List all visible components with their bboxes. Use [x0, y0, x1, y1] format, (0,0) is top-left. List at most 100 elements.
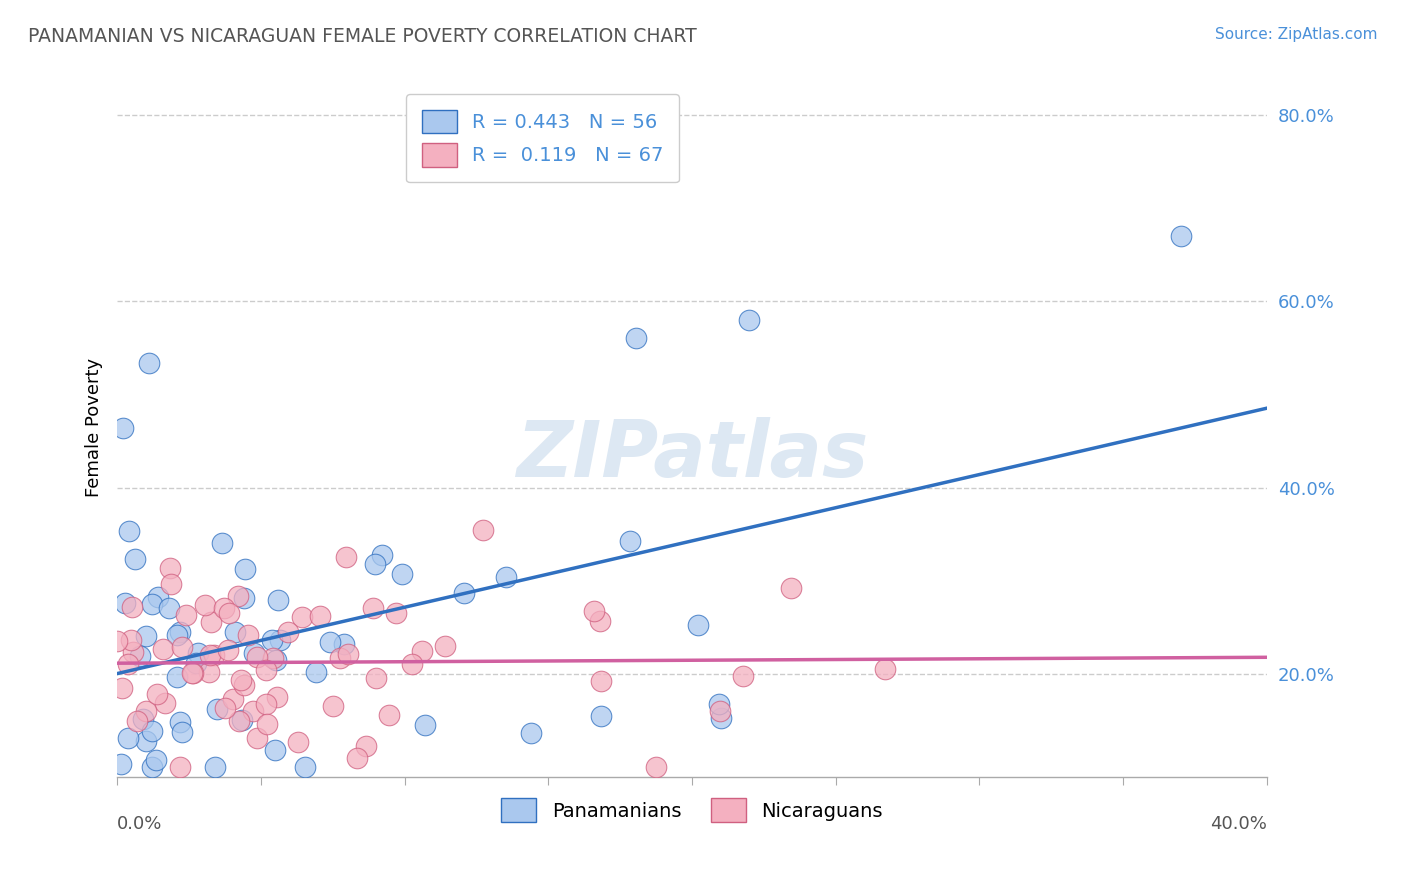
Point: [148, 590, 170, 604]
Point: [169, 624, 191, 639]
Point: [146, 687, 169, 701]
Point: [169, 714, 191, 729]
Point: [214, 701, 236, 715]
Point: [125, 714, 148, 728]
Point: [333, 637, 356, 651]
Point: [121, 600, 143, 615]
Point: [242, 704, 264, 718]
Point: [180, 666, 202, 681]
Point: [318, 635, 340, 649]
Point: [194, 599, 217, 613]
Point: [229, 673, 252, 687]
Point: [174, 607, 197, 622]
Point: [363, 558, 385, 572]
Point: [245, 731, 267, 745]
Point: [269, 632, 291, 647]
Point: [187, 646, 209, 660]
Point: [200, 648, 222, 662]
Point: [322, 698, 344, 713]
Point: [1170, 228, 1192, 243]
Point: [232, 591, 254, 606]
Point: [378, 708, 401, 723]
Point: [222, 691, 245, 706]
Point: [141, 597, 163, 611]
Point: [172, 640, 194, 655]
Point: [160, 576, 183, 591]
Point: [128, 649, 150, 664]
Point: [733, 668, 755, 682]
Point: [589, 709, 612, 723]
Point: [141, 760, 163, 774]
Point: [120, 633, 142, 648]
Text: ZIPatlas: ZIPatlas: [516, 417, 868, 493]
Point: [411, 643, 433, 657]
Point: [211, 536, 233, 550]
Point: [294, 760, 316, 774]
Point: [346, 750, 368, 764]
Point: [205, 702, 228, 716]
Point: [170, 724, 193, 739]
Point: [263, 743, 285, 757]
Point: [266, 690, 288, 704]
Point: [589, 614, 612, 628]
Point: [256, 717, 278, 731]
Point: [124, 552, 146, 566]
Point: [254, 698, 277, 712]
Text: Source: ZipAtlas.com: Source: ZipAtlas.com: [1215, 27, 1378, 42]
Point: [453, 586, 475, 600]
Legend: Panamanians, Nicaraguans: Panamanians, Nicaraguans: [494, 790, 890, 830]
Point: [198, 665, 221, 679]
Point: [235, 562, 257, 576]
Point: [364, 671, 387, 685]
Point: [371, 548, 394, 562]
Text: 0.0%: 0.0%: [117, 815, 163, 833]
Point: [738, 313, 761, 327]
Point: [709, 704, 731, 718]
Point: [112, 421, 135, 435]
Point: [335, 550, 357, 565]
Point: [433, 639, 456, 653]
Point: [214, 600, 236, 615]
Point: [226, 589, 249, 603]
Point: [228, 714, 250, 729]
Point: [152, 642, 174, 657]
Point: [710, 711, 733, 725]
Point: [117, 657, 139, 672]
Point: [337, 647, 360, 661]
Point: [155, 696, 177, 710]
Point: [413, 718, 436, 732]
Point: [254, 663, 277, 677]
Point: [472, 523, 495, 537]
Point: [291, 610, 314, 624]
Point: [709, 697, 731, 711]
Point: [260, 633, 283, 648]
Point: [582, 603, 605, 617]
Point: [135, 704, 157, 718]
Point: [132, 712, 155, 726]
Point: [264, 653, 287, 667]
Point: [287, 735, 309, 749]
Point: [277, 624, 299, 639]
Point: [184, 656, 207, 670]
Point: [619, 533, 641, 548]
Point: [135, 734, 157, 748]
Point: [117, 731, 139, 746]
Point: [114, 596, 136, 610]
Point: [181, 665, 204, 680]
Point: [495, 570, 517, 584]
Point: [231, 713, 253, 727]
Point: [391, 566, 413, 581]
Point: [267, 593, 290, 607]
Text: PANAMANIAN VS NICARAGUAN FEMALE POVERTY CORRELATION CHART: PANAMANIAN VS NICARAGUAN FEMALE POVERTY …: [28, 27, 697, 45]
Point: [107, 633, 129, 648]
Point: [626, 331, 648, 345]
Point: [157, 601, 180, 615]
Point: [111, 681, 134, 695]
Point: [262, 650, 284, 665]
Point: [308, 609, 330, 624]
Point: [202, 648, 225, 662]
Point: [233, 678, 256, 692]
Point: [204, 760, 226, 774]
Point: [305, 665, 328, 680]
Point: [138, 356, 160, 370]
